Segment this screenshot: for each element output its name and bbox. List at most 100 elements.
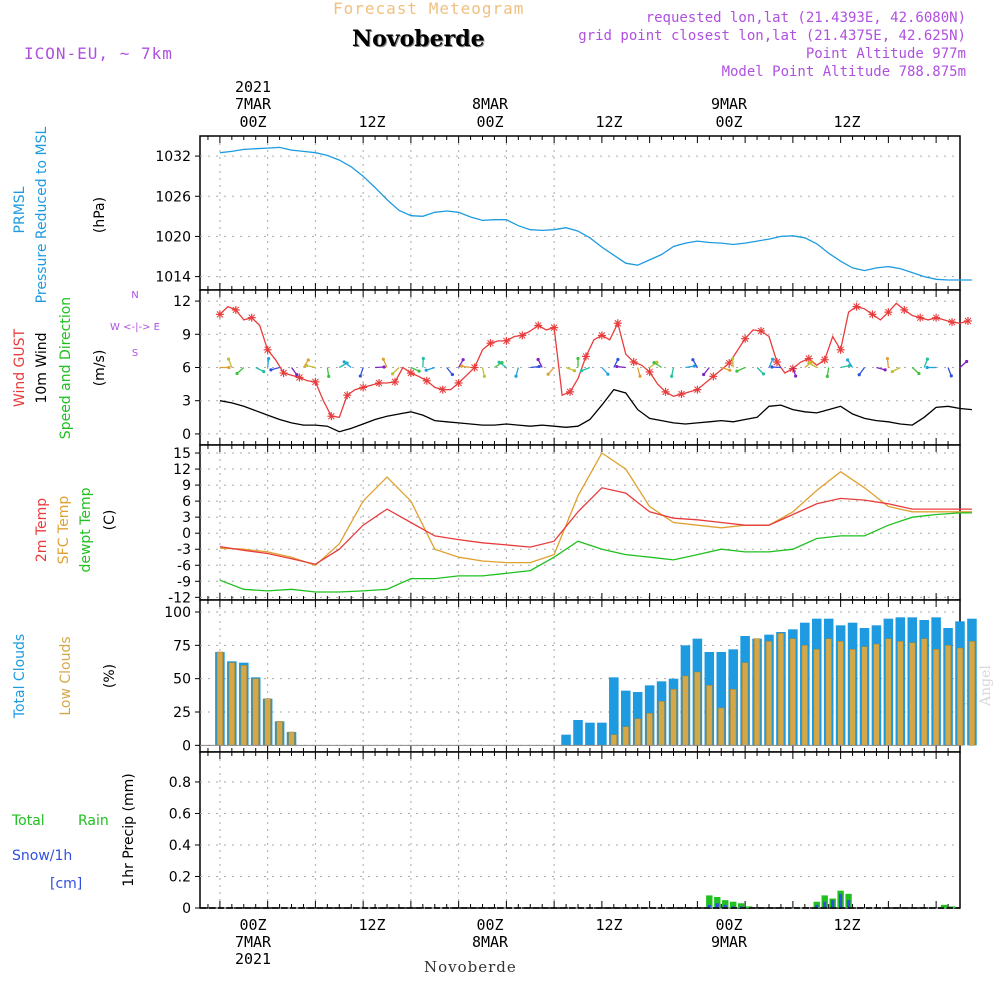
top-year-label: 2021 bbox=[235, 78, 271, 96]
y-tick-label: 0.2 bbox=[169, 869, 191, 885]
bottom-hour-label: 12Z bbox=[595, 916, 622, 934]
low-cloud-bar bbox=[288, 731, 295, 746]
top-date-label: 7MAR bbox=[235, 95, 272, 113]
low-cloud-bar bbox=[837, 641, 844, 746]
c-unit: (C) bbox=[102, 510, 118, 531]
cm-label: [cm] bbox=[50, 876, 82, 892]
gust-point bbox=[502, 336, 511, 345]
wind-arrow bbox=[460, 364, 471, 369]
y-tick-label: 12 bbox=[173, 462, 191, 478]
gust-point bbox=[486, 339, 495, 348]
bottom-hour-label: 12Z bbox=[833, 916, 860, 934]
panel-wind: 12 9 6 3 0 bbox=[173, 289, 961, 446]
snow-bar bbox=[739, 906, 743, 908]
wind-dir-label: Speed and Direction bbox=[58, 297, 74, 439]
precip-unit: 1hr Precip (mm) bbox=[121, 773, 137, 886]
gust-point bbox=[375, 379, 384, 387]
wind-arrow bbox=[458, 358, 465, 368]
low-cloud-bar bbox=[944, 645, 952, 746]
bottom-date-label: 8MAR bbox=[472, 933, 509, 951]
low-cloud-bar bbox=[753, 638, 761, 746]
low-cloud-bar bbox=[849, 649, 856, 746]
wind-arrow bbox=[358, 367, 364, 378]
panel-frame bbox=[199, 751, 961, 909]
wind-arrow bbox=[266, 356, 271, 368]
low-cloud-bar bbox=[610, 734, 617, 746]
total-cloud-bar bbox=[561, 734, 571, 746]
wind-arrow bbox=[514, 367, 519, 378]
gust-point bbox=[820, 355, 829, 364]
gust-point bbox=[231, 305, 240, 314]
low-cloud-bar bbox=[921, 638, 928, 746]
gust-point bbox=[311, 377, 320, 386]
y-tick-label: 12 bbox=[173, 294, 191, 310]
top-date-label: 9MAR bbox=[711, 95, 748, 113]
low-cloud-bar bbox=[718, 707, 725, 746]
wind-arrow bbox=[304, 364, 316, 369]
wind-arrow bbox=[846, 358, 854, 368]
gust-label: Wind GUST bbox=[12, 328, 28, 407]
low-cloud-bar bbox=[706, 685, 713, 746]
bottom-hour-label: 00Z bbox=[476, 916, 503, 934]
low-cloud-bar bbox=[634, 718, 641, 746]
total-cloud-bar bbox=[585, 722, 595, 746]
wind-arrow bbox=[890, 366, 901, 374]
rain-bar bbox=[714, 896, 721, 908]
requested-coords: requested lon,lat (21.4393E, 42.6080N) bbox=[645, 10, 966, 26]
gust-point bbox=[438, 385, 447, 394]
wind-arrow bbox=[731, 356, 735, 368]
low-cloud-bar bbox=[646, 713, 653, 746]
wind-arrow bbox=[227, 357, 233, 368]
wind-arrow bbox=[446, 367, 454, 377]
wind-arrow bbox=[424, 366, 435, 372]
y-tick-label: 50 bbox=[173, 672, 191, 688]
gust-point bbox=[550, 323, 559, 332]
gust-point bbox=[518, 331, 527, 340]
low-cloud-bar bbox=[909, 642, 916, 746]
gust-point bbox=[757, 326, 766, 335]
low-cloud-bar bbox=[873, 643, 880, 746]
gust-point bbox=[868, 310, 877, 319]
total-cloud-bar bbox=[573, 720, 583, 746]
wind-arrow bbox=[255, 366, 266, 374]
gust-point bbox=[534, 321, 543, 330]
wind-arrow bbox=[885, 356, 890, 368]
wind-arrow bbox=[702, 367, 710, 377]
low-cloud-bar bbox=[777, 633, 785, 746]
total-cloud-bar bbox=[620, 690, 631, 746]
gust-point bbox=[454, 379, 463, 387]
temp2m-line bbox=[219, 487, 972, 565]
snow-bar bbox=[815, 904, 819, 908]
y-tick-label: 1032 bbox=[155, 149, 191, 165]
wind-arrow bbox=[421, 356, 425, 368]
compass-we: W <-|-> E bbox=[110, 322, 160, 333]
gridpoint-coords: grid point closest lon,lat (21.4375E, 42… bbox=[578, 28, 966, 44]
y-tick-label: 1020 bbox=[155, 229, 191, 245]
gust-point bbox=[327, 412, 336, 421]
y-tick-label: 0.4 bbox=[169, 838, 191, 854]
wind-arrow bbox=[876, 366, 887, 372]
wind-arrow bbox=[652, 360, 662, 369]
wind-arrow bbox=[947, 367, 953, 378]
bottom-date-label: 9MAR bbox=[711, 933, 748, 951]
y-tick-label: 0 bbox=[182, 427, 191, 443]
wind-arrow bbox=[825, 367, 830, 378]
snow-bar bbox=[731, 906, 735, 908]
top-date-label: 8MAR bbox=[472, 95, 509, 113]
wind-arrow bbox=[857, 367, 866, 377]
wind-arrow bbox=[923, 357, 930, 368]
rain-bar bbox=[948, 906, 956, 908]
low-cloud-bar bbox=[694, 671, 701, 746]
wind-arrow bbox=[670, 367, 675, 378]
low-cloud-bar bbox=[730, 689, 737, 746]
model-altitude: Model Point Altitude 788.875m bbox=[721, 64, 966, 80]
low-cloud-bar bbox=[622, 726, 629, 746]
y-tick-label: 75 bbox=[173, 638, 191, 654]
compass-south: S bbox=[132, 348, 138, 359]
y-tick-label: 3 bbox=[182, 394, 191, 410]
wind-arrow bbox=[326, 367, 331, 378]
gust-point bbox=[422, 376, 431, 385]
low-cloud-bar bbox=[682, 675, 689, 746]
rain-bar bbox=[940, 904, 948, 908]
y-tick-label: 6 bbox=[182, 494, 191, 510]
